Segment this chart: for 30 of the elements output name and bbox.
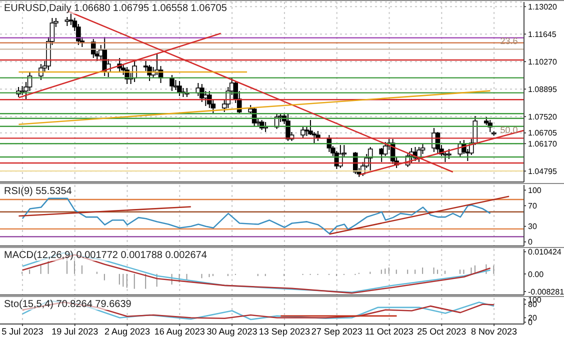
y-tick-label: -0.008281 [528,287,564,296]
y-tick-label: 70 [528,202,538,211]
y-tick-label: 1.06170 [528,139,558,148]
y-tick-label: 1.11645 [528,30,557,39]
y-tick-label: 100 [528,186,542,196]
y-tick-label: 1.07520 [528,112,558,122]
y-tick-label: 30 [528,222,538,232]
chart-title: Sto(15,5,4) 70.8264 79.6639 [4,299,132,310]
chart-title: RSI(9) 55.5354 [4,186,72,197]
y-tick-label: 0.010424 [528,248,562,257]
x-tick-label: 27 Sep 2023 [311,326,362,336]
x-tick-label: 19 Jul 2023 [52,326,98,336]
chart-title: MACD(12,26,9) 0.001772 0.001788 0.002674 [4,250,207,261]
y-tick-label: 1.08895 [528,84,558,94]
x-tick-label: 2 Aug 2023 [104,326,150,336]
x-tick-label: 16 Aug 2023 [154,326,205,336]
x-tick-label: 30 Aug 2023 [206,326,258,336]
x-tick-label: 5 Jul 2023 [2,326,44,336]
chart-title: EURUSD,Daily 1.06680 1.06795 1.06558 1.06705 [4,3,227,14]
x-tick-label: 11 Oct 2023 [365,326,414,336]
x-tick-label: 8 Nov 2023 [471,326,518,336]
x-tick-label: 25 Oct 2023 [417,326,466,336]
y-tick-label: 1.04795 [528,166,558,176]
y-tick-label: 0.00 [528,270,544,279]
annotation: 50.0 [500,125,518,136]
y-tick-label: 1.06705 [528,128,558,138]
x-tick-label: 13 Sep 2023 [258,326,310,336]
y-tick-label: 1.10270 [528,57,558,66]
y-tick-label: 1.13020 [528,2,558,12]
y-tick-label: 0 [528,238,533,247]
